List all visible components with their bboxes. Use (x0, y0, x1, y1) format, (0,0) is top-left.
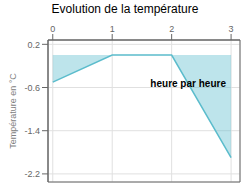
html-text:Evolution de la température: Evolution de la température (51, 2, 199, 16)
html-text:heure par heure: heure par heure (150, 77, 226, 89)
svg-text:-1.4: -1.4 (24, 126, 40, 136)
svg-text:0.2: 0.2 (27, 40, 40, 50)
svg-text:Température en °C: Température en °C (8, 73, 18, 149)
svg-text:-0.6: -0.6 (24, 83, 40, 93)
svg-text:3: 3 (229, 24, 234, 34)
svg-text:1: 1 (110, 24, 115, 34)
svg-text:-2.2: -2.2 (24, 169, 40, 179)
svg-text:0: 0 (50, 24, 55, 34)
svg-text:2: 2 (169, 24, 174, 34)
